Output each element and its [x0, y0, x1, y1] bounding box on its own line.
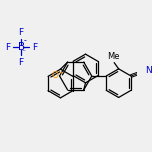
Text: F: F: [32, 43, 37, 52]
Text: O: O: [52, 71, 59, 81]
Text: -: -: [23, 36, 26, 45]
Text: B: B: [17, 42, 25, 52]
Text: +: +: [59, 70, 64, 75]
Text: F: F: [19, 28, 24, 37]
Text: Me: Me: [107, 52, 119, 61]
Text: F: F: [5, 43, 10, 52]
Text: F: F: [19, 58, 24, 67]
Text: N: N: [145, 66, 152, 75]
Text: ⁻: ⁻: [21, 48, 25, 57]
